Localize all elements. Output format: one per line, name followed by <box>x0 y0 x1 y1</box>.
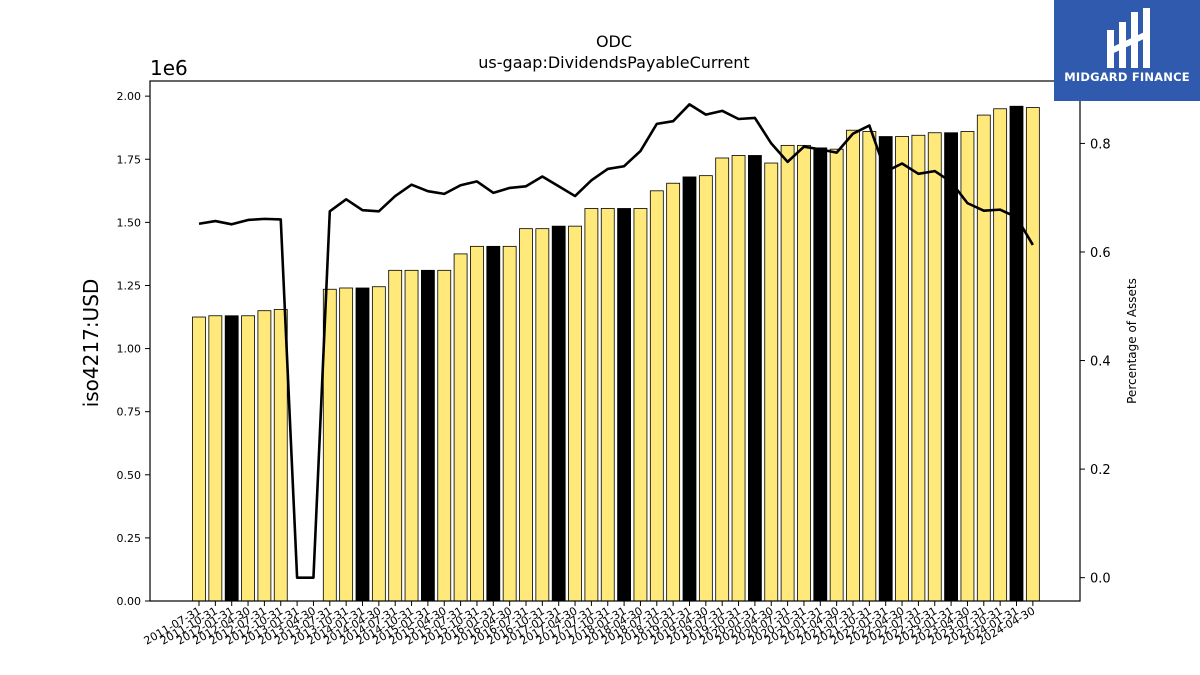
plot-frame <box>149 80 1081 602</box>
y-tick-label: 1.25 <box>117 279 142 292</box>
bar-2019-01-31 <box>682 176 697 602</box>
bar-2015-04-30 <box>437 269 452 602</box>
bar-2017-01-31 <box>551 225 566 602</box>
bar-2016-01-31 <box>486 245 501 602</box>
bar-2022-01-31 <box>878 136 893 602</box>
bar-2020-10-31 <box>797 144 811 602</box>
bar-2015-10-31 <box>470 245 484 602</box>
bar-2013-10-31 <box>339 287 354 602</box>
bar-2023-10-31 <box>993 108 1008 602</box>
bar-2014-04-30 <box>371 286 386 602</box>
bar-2012-01-31 <box>224 315 239 602</box>
y-tick-label: 0.75 <box>117 406 142 419</box>
bar-2018-10-31 <box>666 182 681 602</box>
bar-2020-04-30 <box>764 162 779 602</box>
bar-2019-07-31 <box>715 157 730 602</box>
bar-2023-01-31 <box>944 132 958 602</box>
midgard-logo-icon <box>1107 8 1150 68</box>
y-tick-label: 0.00 <box>117 595 142 608</box>
logo-text: MIDGARD FINANCE <box>1064 70 1190 84</box>
bar-2016-10-31 <box>535 228 550 602</box>
bar-2012-04-30 <box>241 315 255 602</box>
chart-title: ODC <box>596 32 632 51</box>
bar-2020-01-31 <box>748 155 762 602</box>
bar-2019-04-30 <box>698 175 713 602</box>
bar-2017-07-31 <box>584 208 599 602</box>
bar-2012-07-31 <box>257 310 272 602</box>
bar-2017-04-30 <box>568 225 582 602</box>
y-tick-label: 2.00 <box>117 90 142 103</box>
y2-tick-label: 0.2 <box>1090 463 1111 478</box>
bar-2022-07-31 <box>911 134 926 602</box>
bar-2022-04-30 <box>895 136 909 602</box>
bar-2011-10-31 <box>208 315 223 602</box>
bar-2011-07-31 <box>192 316 206 602</box>
y2-tick-label: 0.4 <box>1090 355 1111 370</box>
bar-2022-10-31 <box>927 132 942 602</box>
bar-2023-07-31 <box>976 114 991 602</box>
bar-2016-04-30 <box>502 245 517 602</box>
bar-2021-04-30 <box>829 148 844 602</box>
bar-2012-10-31 <box>273 309 288 602</box>
bar-2015-07-31 <box>453 253 468 602</box>
y-axis-label: iso4217:USD <box>79 279 103 408</box>
bar-2016-07-31 <box>519 228 533 602</box>
y-tick-label: 0.50 <box>117 469 142 482</box>
bar-2018-07-31 <box>649 190 664 602</box>
bar-series <box>192 105 1040 602</box>
y-tick-label: 1.50 <box>117 216 142 229</box>
y2-tick-label: 0.6 <box>1090 246 1111 261</box>
y-tick-label: 1.75 <box>117 153 142 166</box>
bar-2014-07-31 <box>388 269 403 602</box>
bar-2020-07-31 <box>780 144 795 602</box>
bar-2015-01-31 <box>420 269 435 602</box>
bar-2021-10-31 <box>862 131 877 602</box>
bar-2017-10-31 <box>600 208 615 602</box>
y-tick-label: 0.25 <box>117 532 142 545</box>
bar-2014-10-31 <box>404 269 419 602</box>
y2-tick-label: 0.8 <box>1090 137 1111 152</box>
bar-2019-10-31 <box>731 155 746 602</box>
y2-tick-label: 0.0 <box>1090 572 1111 587</box>
bar-2021-07-31 <box>846 129 860 602</box>
bar-2024-01-31 <box>1009 105 1024 602</box>
bar-2018-01-31 <box>617 208 631 602</box>
pct-assets-line <box>198 103 1034 579</box>
pct-assets-series <box>198 103 1034 579</box>
y-scale-label: 1e6 <box>150 56 188 80</box>
chart-subtitle: us-gaap:DividendsPayableCurrent <box>478 53 749 72</box>
y2-axis-label: Percentage of Assets <box>1125 278 1139 404</box>
bar-2024-04-30 <box>1025 107 1040 602</box>
bar-2018-04-30 <box>633 208 648 602</box>
bar-2014-01-31 <box>355 287 370 602</box>
brand-logo: MIDGARD FINANCE <box>1054 0 1200 101</box>
y-tick-label: 1.00 <box>117 343 142 356</box>
bar-2021-01-31 <box>813 147 828 602</box>
